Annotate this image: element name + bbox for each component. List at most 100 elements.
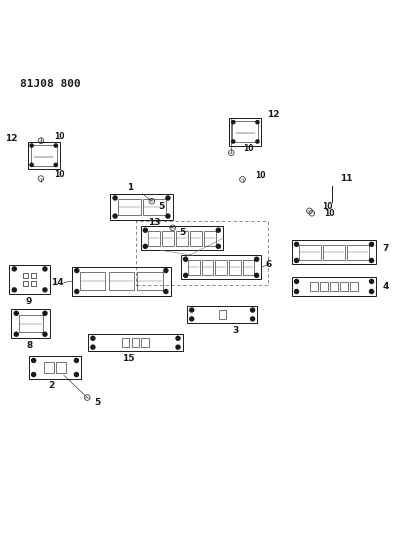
Circle shape [254,273,258,277]
Circle shape [166,214,170,218]
Circle shape [30,163,33,166]
Bar [56,362,66,373]
Bar [140,226,223,251]
Text: 10: 10 [54,132,64,141]
Circle shape [54,163,57,166]
Circle shape [294,259,298,262]
Bar [229,118,261,146]
Text: 10: 10 [54,170,64,179]
Bar [72,266,171,295]
Circle shape [32,358,36,362]
Text: 5: 5 [94,398,100,407]
Text: 10: 10 [255,171,265,180]
Circle shape [231,140,234,143]
Circle shape [250,308,254,312]
Circle shape [294,279,298,284]
Bar [137,272,162,290]
Circle shape [91,345,95,349]
Text: 9: 9 [26,297,32,306]
Bar [322,245,344,260]
Circle shape [294,243,298,246]
Bar [110,194,173,220]
Bar [228,260,240,274]
Circle shape [143,228,147,232]
Bar [141,338,148,347]
Bar [136,221,267,285]
Circle shape [75,289,79,294]
Circle shape [43,332,47,336]
Circle shape [12,288,16,292]
Circle shape [255,120,258,124]
Bar [186,306,257,323]
Circle shape [175,336,179,340]
Circle shape [175,345,179,349]
Circle shape [30,144,33,147]
Text: 11: 11 [339,174,352,183]
Bar [117,199,140,215]
Bar [218,310,225,319]
Bar [291,277,375,295]
Bar [109,272,134,290]
Bar [80,272,105,290]
Circle shape [43,288,47,292]
Text: 10: 10 [243,144,253,154]
Circle shape [254,257,258,261]
Circle shape [183,257,187,261]
Circle shape [216,228,220,232]
Bar [346,245,368,260]
Text: 8: 8 [26,341,33,350]
Circle shape [250,317,254,321]
Circle shape [43,311,47,316]
Text: 14: 14 [51,278,64,287]
Circle shape [166,196,170,200]
Circle shape [255,140,258,143]
Bar [142,199,165,215]
Bar [329,282,337,291]
Bar [190,231,201,246]
Bar [215,260,226,274]
Circle shape [231,120,234,124]
Bar [339,282,347,291]
Bar [201,260,213,274]
Circle shape [189,317,193,321]
Circle shape [369,259,373,262]
Bar [319,282,327,291]
Bar [122,338,129,347]
Bar [44,362,54,373]
Circle shape [113,214,117,218]
Circle shape [164,269,168,272]
Text: 1: 1 [127,183,133,192]
Circle shape [14,311,18,316]
Bar [11,309,50,338]
Circle shape [189,308,193,312]
Text: 6: 6 [265,260,271,269]
Circle shape [369,243,373,246]
Circle shape [32,373,36,377]
Bar [31,280,36,286]
Text: 7: 7 [382,244,388,253]
Bar [175,231,188,246]
Circle shape [183,273,187,277]
Bar [161,231,173,246]
Bar [180,255,261,279]
Bar [309,282,317,291]
Circle shape [74,358,78,362]
Circle shape [369,289,373,294]
Bar [242,260,254,274]
Text: 12: 12 [5,134,17,143]
Text: 12: 12 [266,110,279,119]
Bar [23,280,28,286]
Text: 15: 15 [122,354,134,363]
Circle shape [43,267,47,271]
Bar [31,273,36,278]
Bar [350,282,357,291]
Text: 10: 10 [323,209,334,218]
Circle shape [369,279,373,284]
Bar [9,265,50,294]
Text: 4: 4 [382,282,388,291]
Bar [28,141,60,169]
Bar [23,273,28,278]
Bar [291,240,375,264]
Bar [147,231,160,246]
Bar [88,334,182,351]
